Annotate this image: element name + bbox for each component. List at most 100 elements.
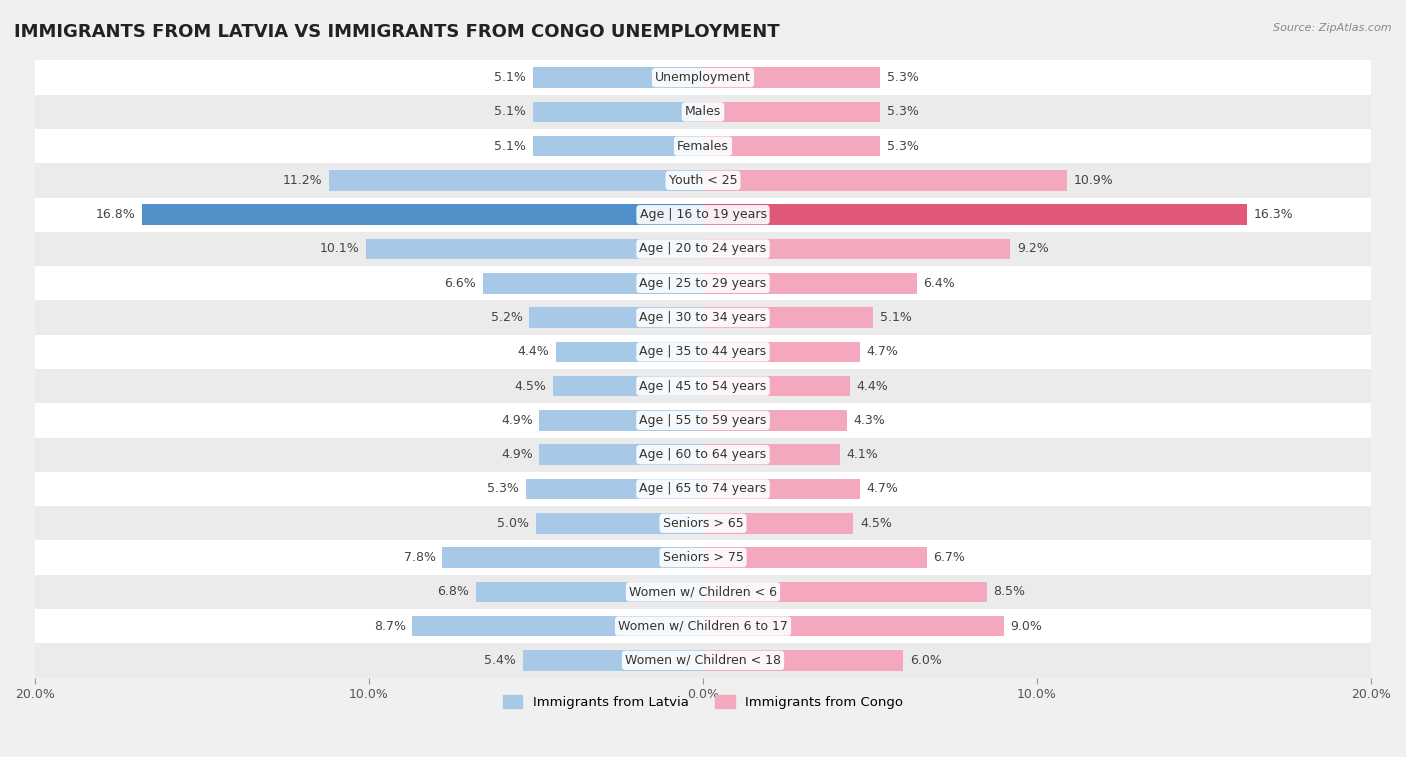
Bar <box>366 238 703 259</box>
Text: Source: ZipAtlas.com: Source: ZipAtlas.com <box>1274 23 1392 33</box>
Bar <box>35 129 1371 164</box>
Bar <box>703 444 839 465</box>
Bar <box>703 650 904 671</box>
Bar <box>703 170 1067 191</box>
Bar <box>533 67 703 88</box>
Text: 4.9%: 4.9% <box>501 414 533 427</box>
Bar <box>703 615 1004 637</box>
Text: Youth < 25: Youth < 25 <box>669 174 737 187</box>
Bar <box>703 341 860 362</box>
Bar <box>703 238 1011 259</box>
Text: 4.3%: 4.3% <box>853 414 884 427</box>
Text: 5.2%: 5.2% <box>491 311 523 324</box>
Text: Unemployment: Unemployment <box>655 71 751 84</box>
Bar <box>529 307 703 328</box>
Bar <box>35 164 1371 198</box>
Text: 7.8%: 7.8% <box>404 551 436 564</box>
Bar <box>703 101 880 122</box>
Text: Age | 20 to 24 years: Age | 20 to 24 years <box>640 242 766 255</box>
Bar <box>412 615 703 637</box>
Bar <box>703 67 880 88</box>
Bar <box>35 403 1371 438</box>
Text: 5.0%: 5.0% <box>498 517 529 530</box>
Bar <box>35 232 1371 266</box>
Text: 4.1%: 4.1% <box>846 448 879 461</box>
Text: Age | 65 to 74 years: Age | 65 to 74 years <box>640 482 766 496</box>
Bar <box>523 650 703 671</box>
Text: Age | 35 to 44 years: Age | 35 to 44 years <box>640 345 766 358</box>
Bar <box>703 547 927 568</box>
Text: Seniors > 75: Seniors > 75 <box>662 551 744 564</box>
Bar <box>553 375 703 397</box>
Text: Women w/ Children 6 to 17: Women w/ Children 6 to 17 <box>619 619 787 633</box>
Bar <box>35 506 1371 540</box>
Text: Women w/ Children < 6: Women w/ Children < 6 <box>628 585 778 598</box>
Bar <box>329 170 703 191</box>
Bar <box>536 513 703 534</box>
Bar <box>35 266 1371 301</box>
Text: 4.5%: 4.5% <box>860 517 891 530</box>
Text: 6.7%: 6.7% <box>934 551 966 564</box>
Text: 5.4%: 5.4% <box>484 654 516 667</box>
Text: 5.1%: 5.1% <box>494 105 526 118</box>
Bar <box>703 410 846 431</box>
Bar <box>35 95 1371 129</box>
Text: 6.4%: 6.4% <box>924 277 955 290</box>
Bar <box>703 307 873 328</box>
Bar <box>142 204 703 225</box>
Text: Age | 25 to 29 years: Age | 25 to 29 years <box>640 277 766 290</box>
Text: Age | 30 to 34 years: Age | 30 to 34 years <box>640 311 766 324</box>
Bar <box>35 575 1371 609</box>
Text: 10.1%: 10.1% <box>319 242 359 255</box>
Bar <box>703 273 917 294</box>
Bar <box>703 204 1247 225</box>
Legend: Immigrants from Latvia, Immigrants from Congo: Immigrants from Latvia, Immigrants from … <box>498 690 908 714</box>
Text: 4.7%: 4.7% <box>866 345 898 358</box>
Text: 8.7%: 8.7% <box>374 619 406 633</box>
Bar <box>482 273 703 294</box>
Bar <box>703 478 860 500</box>
Text: 16.3%: 16.3% <box>1254 208 1294 221</box>
Text: 4.4%: 4.4% <box>517 345 550 358</box>
Bar <box>703 375 851 397</box>
Text: 9.0%: 9.0% <box>1011 619 1042 633</box>
Text: Females: Females <box>678 139 728 153</box>
Text: Age | 55 to 59 years: Age | 55 to 59 years <box>640 414 766 427</box>
Text: 6.8%: 6.8% <box>437 585 470 598</box>
Text: 4.7%: 4.7% <box>866 482 898 496</box>
Bar <box>35 301 1371 335</box>
Bar <box>475 581 703 602</box>
Bar <box>703 513 853 534</box>
Bar <box>703 136 880 157</box>
Text: 4.4%: 4.4% <box>856 379 889 393</box>
Bar <box>35 643 1371 678</box>
Text: 5.1%: 5.1% <box>880 311 912 324</box>
Text: Seniors > 65: Seniors > 65 <box>662 517 744 530</box>
Text: IMMIGRANTS FROM LATVIA VS IMMIGRANTS FROM CONGO UNEMPLOYMENT: IMMIGRANTS FROM LATVIA VS IMMIGRANTS FRO… <box>14 23 780 41</box>
Bar <box>35 61 1371 95</box>
Bar <box>35 609 1371 643</box>
Bar <box>533 136 703 157</box>
Text: Age | 45 to 54 years: Age | 45 to 54 years <box>640 379 766 393</box>
Bar <box>35 198 1371 232</box>
Text: Age | 16 to 19 years: Age | 16 to 19 years <box>640 208 766 221</box>
Bar <box>35 540 1371 575</box>
Text: 9.2%: 9.2% <box>1017 242 1049 255</box>
Text: Women w/ Children < 18: Women w/ Children < 18 <box>626 654 780 667</box>
Bar <box>526 478 703 500</box>
Text: 4.5%: 4.5% <box>515 379 546 393</box>
Bar <box>35 335 1371 369</box>
Bar <box>540 444 703 465</box>
Text: 5.1%: 5.1% <box>494 139 526 153</box>
Text: 6.0%: 6.0% <box>910 654 942 667</box>
Text: 5.3%: 5.3% <box>887 71 918 84</box>
Text: Males: Males <box>685 105 721 118</box>
Text: 10.9%: 10.9% <box>1074 174 1114 187</box>
Bar <box>555 341 703 362</box>
Text: 5.3%: 5.3% <box>887 105 918 118</box>
Bar <box>540 410 703 431</box>
Bar <box>533 101 703 122</box>
Text: 5.3%: 5.3% <box>887 139 918 153</box>
Text: 4.9%: 4.9% <box>501 448 533 461</box>
Text: 5.3%: 5.3% <box>488 482 519 496</box>
